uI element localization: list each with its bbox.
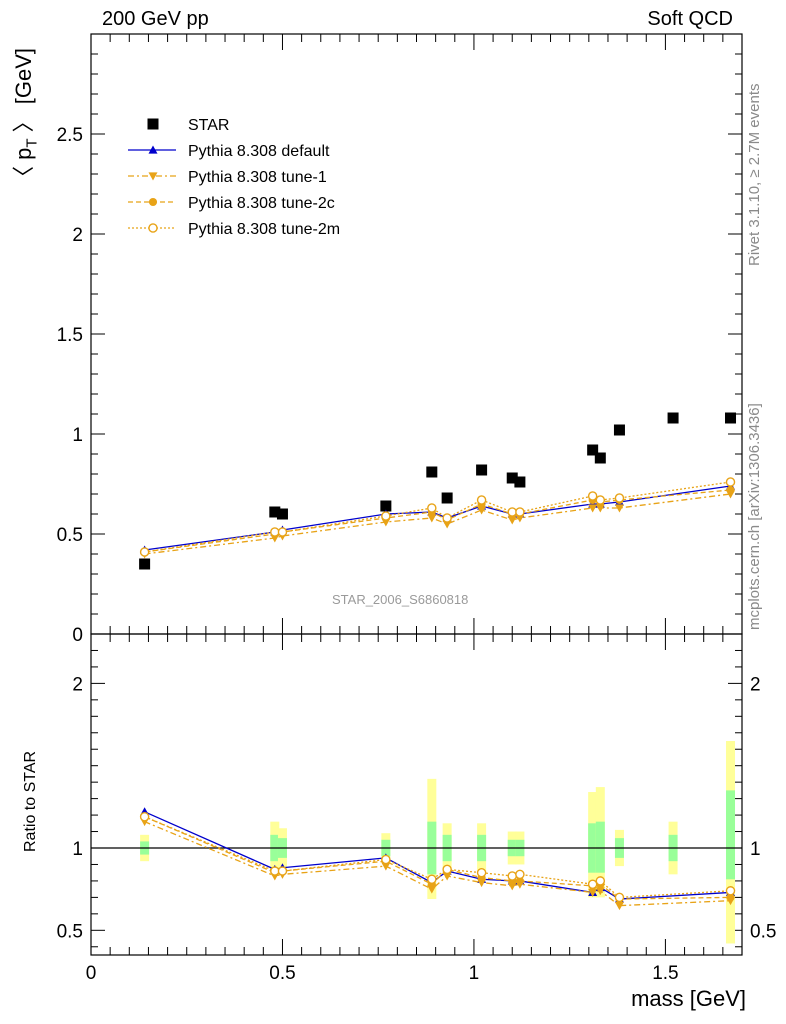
analysis-id-label: STAR_2006_S6860818 (332, 592, 469, 607)
legend-label: Pythia 8.308 tune-1 (188, 169, 327, 186)
upper-point (515, 507, 525, 517)
band-inner (726, 790, 736, 880)
upper-point (139, 558, 151, 570)
upper-y-tick-label: 0.5 (57, 525, 83, 546)
upper-point (594, 452, 606, 464)
legend-marker (148, 223, 158, 233)
ratio-point (277, 866, 288, 876)
legend-marker (148, 197, 158, 207)
legend-label: Pythia 8.308 tune-2m (188, 221, 340, 238)
x-tick-label: 1.5 (652, 963, 678, 984)
upper-series-line (144, 493, 731, 555)
lower-y-tick-label: 1 (72, 839, 83, 860)
upper-point (667, 412, 679, 424)
upper-point (441, 492, 453, 504)
ratio-point (725, 886, 736, 896)
ratio-point (442, 872, 452, 881)
ratio-point (442, 864, 452, 875)
uncertainty-bands (140, 741, 736, 944)
ratio-series-line (144, 811, 731, 900)
ratio-point (270, 866, 280, 876)
header-category-label: Soft QCD (647, 8, 733, 30)
upper-point (426, 466, 438, 478)
lower-y-tick-label-right: 1 (750, 839, 761, 860)
legend-label: STAR (188, 117, 229, 134)
x-axis-label: mass [GeV] (631, 986, 746, 1011)
lower-y-tick-label-right: 2 (750, 674, 761, 695)
lower-axis-ticks: 0 0.5 1 1.50.5 0.51 12 2 (57, 634, 776, 984)
upper-point (614, 493, 625, 503)
band-inner (595, 821, 605, 873)
ratio-point (587, 879, 598, 889)
legend-marker (148, 172, 158, 181)
upper-point (595, 495, 606, 505)
upper-point (588, 504, 598, 513)
ratio-point (595, 876, 606, 886)
lower-y-tick-label-right: 0.5 (750, 921, 776, 942)
upper-point (276, 508, 288, 520)
upper-y-tick-label: 1.5 (57, 325, 83, 346)
upper-point (595, 504, 605, 513)
x-tick-label: 0 (86, 963, 97, 984)
legend: STAR Pythia 8.308 default Pythia 8.308 tun… (128, 117, 340, 238)
upper-point (381, 511, 391, 521)
ratio-point (507, 871, 517, 881)
upper-y-tick-label: 2.5 (57, 125, 83, 146)
upper-series-line (144, 481, 731, 553)
upper-y-tick-label: 1 (72, 425, 83, 446)
upper-point (507, 507, 517, 517)
ratio-point (515, 876, 524, 885)
upper-point (614, 504, 624, 513)
ratio-point (614, 902, 624, 911)
lower-y-tick-label: 2 (72, 674, 83, 695)
legend-label: Pythia 8.308 default (188, 143, 330, 160)
ratio-point (476, 867, 487, 878)
upper-point (277, 527, 288, 537)
upper-point (139, 547, 150, 557)
ratio-series-line (144, 816, 731, 900)
ratio-point (726, 893, 735, 902)
header-collision-label: 200 GeV pp (102, 8, 209, 30)
ratio-point (588, 888, 598, 897)
ratio-series (139, 807, 736, 911)
legend-label: Pythia 8.308 tune-2c (188, 195, 335, 212)
upper-point (507, 516, 517, 525)
lower-y-tick-label: 0.5 (57, 921, 83, 942)
ratio-point (595, 887, 605, 896)
x-tick-label: 0.5 (269, 963, 295, 984)
upper-point (427, 514, 437, 523)
upper-point (726, 485, 735, 495)
upper-point (269, 506, 281, 518)
legend-marker (148, 145, 158, 154)
upper-point (514, 476, 526, 488)
upper-point (587, 444, 599, 456)
upper-y-tick-label: 2 (72, 225, 83, 246)
upper-point (476, 495, 487, 505)
upper-point (613, 424, 625, 436)
upper-point (442, 513, 452, 523)
upper-point (427, 503, 437, 513)
legend-marker (147, 118, 159, 130)
ratio-point (381, 854, 391, 865)
upper-point (725, 412, 737, 424)
upper-y-tick-label: 0 (72, 625, 83, 646)
upper-series (139, 412, 737, 570)
upper-point (477, 506, 487, 515)
upper-axis-ticks: 0 0.5 1 1.5 2 2.5 (57, 34, 743, 646)
upper-point (587, 491, 598, 501)
ratio-point (614, 892, 625, 903)
upper-point (506, 472, 518, 484)
ratio-series-line (144, 821, 731, 907)
ratio-point (427, 874, 437, 885)
ratio-point (515, 869, 525, 880)
upper-point (476, 464, 488, 476)
x-tick-label: 1 (469, 963, 480, 984)
ratio-point (139, 811, 150, 822)
upper-point (270, 527, 280, 537)
upper-point (380, 500, 392, 512)
upper-point (725, 477, 736, 487)
lower-panel-frame (90, 633, 743, 956)
ratio-series-line (144, 816, 731, 899)
